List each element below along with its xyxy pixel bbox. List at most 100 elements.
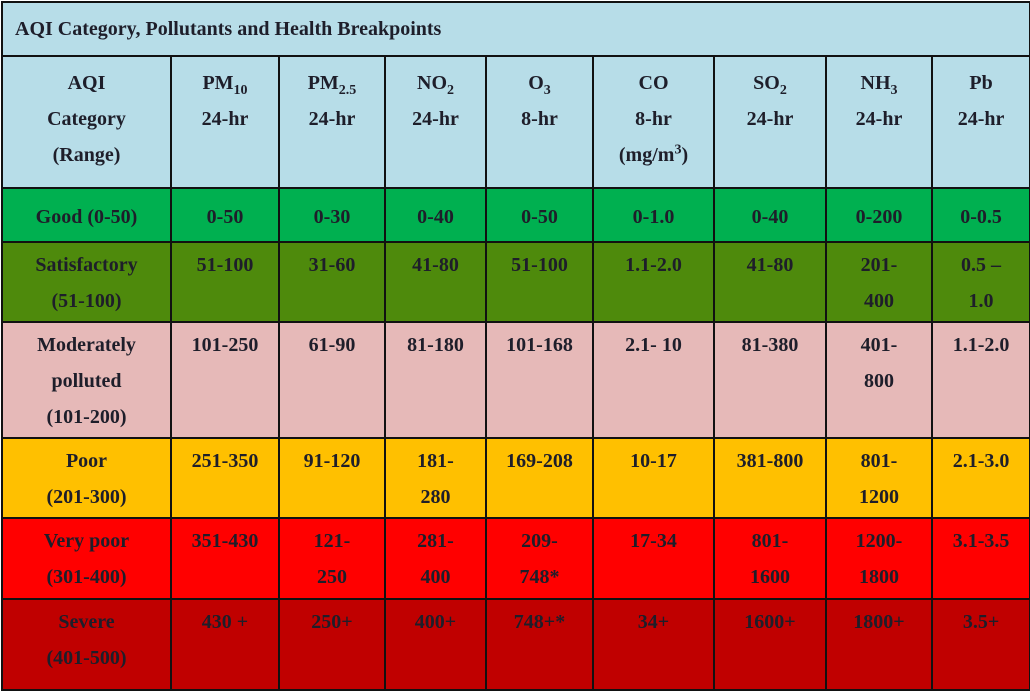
header-text: NO xyxy=(417,72,447,94)
value-cell: 91-120 xyxy=(278,437,386,519)
value-cell: 0-200 xyxy=(825,187,933,243)
header-text: SO xyxy=(753,72,780,94)
cell-text: 10-17 xyxy=(630,450,677,472)
cell-text: 430 + xyxy=(201,611,249,633)
header-line: PM10 xyxy=(174,65,276,101)
value-cell: 10-17 xyxy=(592,437,715,519)
subscript: 10 xyxy=(233,83,248,98)
category-row: Good (0-50) 0-50 0-30 0-40 0-50 0-1.0 0-40 0-20… xyxy=(1,187,1030,243)
cell-text: polluted xyxy=(51,370,122,392)
subscript: 3 xyxy=(543,83,551,98)
cell-text: 41-80 xyxy=(412,254,459,276)
value-cell: 0-50 xyxy=(485,187,594,243)
cell-text: 0-40 xyxy=(751,206,789,228)
cell-text: 51-100 xyxy=(511,254,568,276)
value-cell: 1800+ xyxy=(825,598,933,691)
header-cell: NO2 24-hr xyxy=(384,55,487,189)
cell-text: 3.5+ xyxy=(962,611,1000,633)
header-row: AQI Category (Range) PM10 24-hr PM2.5 24-hr NO2… xyxy=(1,55,1030,189)
cell-text: 101-250 xyxy=(191,334,259,356)
header-text: 24-hr xyxy=(412,108,459,130)
value-cell: 0-50 xyxy=(170,187,280,243)
header-cell: CO 8-hr (mg/m3) xyxy=(592,55,715,189)
value-cell: 81-180 xyxy=(384,321,487,439)
cell-text: 17-34 xyxy=(630,530,677,552)
value-cell: 34+ xyxy=(592,598,715,691)
header-text: PM xyxy=(307,72,339,94)
cell-text: 51-100 xyxy=(196,254,254,276)
cell-text: 280 xyxy=(420,486,451,508)
cell-text: 1200 xyxy=(859,486,899,508)
category-cell: Moderately polluted (101-200) xyxy=(1,321,172,439)
header-text: 24-hr xyxy=(855,108,903,130)
cell-text: (201-300) xyxy=(46,486,127,508)
cell-text: 401- xyxy=(860,334,898,356)
value-cell: 430 + xyxy=(170,598,280,691)
value-cell: 1600+ xyxy=(713,598,827,691)
value-cell: 51-100 xyxy=(485,241,594,323)
cell-text: 1800 xyxy=(859,566,899,588)
cell-text: 281- xyxy=(417,530,454,552)
value-cell: 381-800 xyxy=(713,437,827,519)
header-line: NO2 xyxy=(388,65,483,101)
value-cell: 101-168 xyxy=(485,321,594,439)
value-cell: 1.1-2.0 xyxy=(592,241,715,323)
cell-text: 400+ xyxy=(414,611,457,633)
cell-text: 91-120 xyxy=(303,450,361,472)
header-line: PM2.5 xyxy=(282,65,382,101)
value-cell: 801- 1200 xyxy=(825,437,933,519)
cell-text: 381-800 xyxy=(736,450,804,472)
header-text: 24-hr xyxy=(746,108,794,130)
value-cell: 181- 280 xyxy=(384,437,487,519)
value-cell: 0-40 xyxy=(713,187,827,243)
header-text: Category xyxy=(47,108,126,130)
value-cell: 0-1.0 xyxy=(592,187,715,243)
value-cell: 0.5 – 1.0 xyxy=(930,241,1030,323)
cell-text: 801- xyxy=(860,450,898,472)
category-cell: Satisfactory (51-100) xyxy=(1,241,172,323)
cell-text: 0-40 xyxy=(417,206,454,228)
cell-text: 3.1-3.5 xyxy=(952,530,1010,552)
cell-text: 209- xyxy=(521,530,558,552)
cell-text: 0-30 xyxy=(313,206,351,228)
cell-text: Poor xyxy=(65,450,108,472)
value-cell: 748+* xyxy=(485,598,594,691)
cell-text: 250 xyxy=(317,566,347,588)
cell-text: 800 xyxy=(864,370,894,392)
cell-text: 1600+ xyxy=(744,611,796,633)
value-cell: 0-0.5 xyxy=(930,187,1030,243)
cell-text: 1.1-2.0 xyxy=(625,254,682,276)
cell-text: 1200- xyxy=(855,530,903,552)
cell-text: 400 xyxy=(420,566,451,588)
category-row: Very poor (301-400) 351-430 121- 250 281- 400 2… xyxy=(1,517,1030,600)
value-cell: 801- 1600 xyxy=(713,517,827,600)
value-cell: 401- 800 xyxy=(825,321,933,439)
cell-text: (51-100) xyxy=(51,290,122,312)
category-cell: Poor (201-300) xyxy=(1,437,172,519)
title-row: AQI Category, Pollutants and Health Brea… xyxy=(0,1,1030,57)
header-line: (mg/m3) xyxy=(596,137,711,173)
header-line: SO2 xyxy=(717,65,823,101)
cell-text: 1800+ xyxy=(853,611,905,633)
header-text: 24-hr xyxy=(308,108,356,130)
value-cell: 31-60 xyxy=(278,241,386,323)
subscript: 2.5 xyxy=(338,83,357,98)
cell-text: 41-80 xyxy=(746,254,794,276)
header-text: ) xyxy=(681,144,689,166)
cell-text: 181- xyxy=(417,450,454,472)
value-cell: 0-40 xyxy=(384,187,487,243)
header-text: NH xyxy=(860,72,891,94)
value-cell: 251-350 xyxy=(170,437,280,519)
category-row: Moderately polluted (101-200) 101-250 61-90 8… xyxy=(1,321,1030,439)
value-cell: 281- 400 xyxy=(384,517,487,600)
value-cell: 17-34 xyxy=(592,517,715,600)
header-text: CO xyxy=(638,72,669,94)
cell-text: (401-500) xyxy=(46,647,127,669)
category-cell: Severe (401-500) xyxy=(1,598,172,691)
header-text: 8-hr xyxy=(521,108,558,130)
cell-text: Very poor xyxy=(43,530,130,552)
cell-text: 748+* xyxy=(513,611,566,633)
cell-text: Moderately xyxy=(37,334,136,356)
